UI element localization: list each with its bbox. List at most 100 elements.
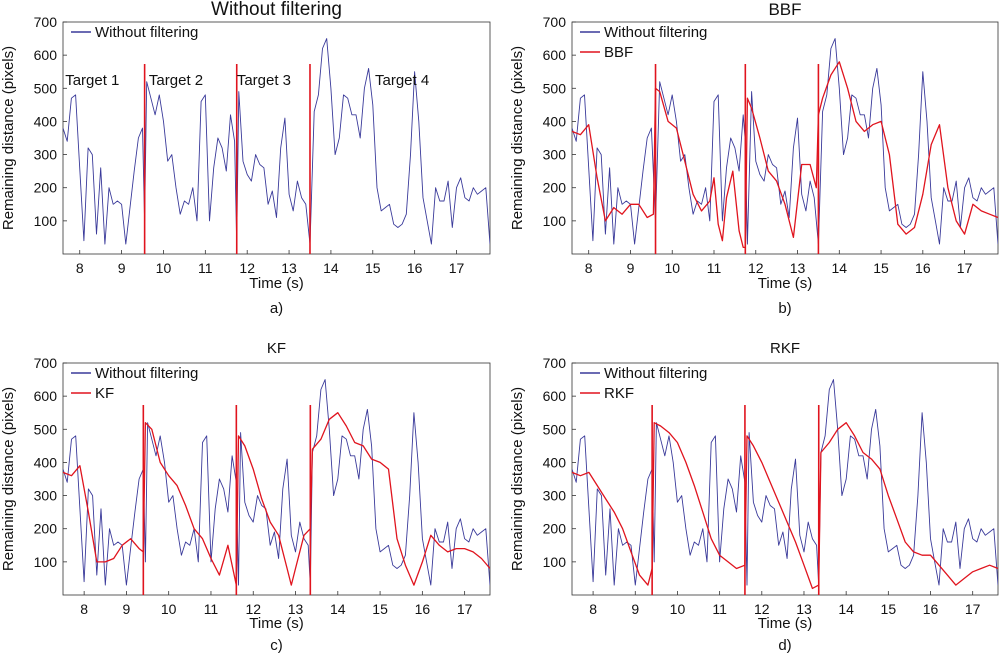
- x-tick-label: 16: [923, 601, 939, 617]
- y-tick-label: 200: [34, 180, 58, 196]
- y-tick-label: 700: [34, 355, 58, 371]
- x-tick-label: 8: [585, 260, 593, 276]
- x-tick-label: 11: [712, 601, 727, 617]
- chart-title: RKF: [770, 340, 800, 357]
- x-tick-label: 14: [838, 601, 854, 617]
- y-tick-label: 100: [34, 554, 58, 570]
- series-line-without-filtering: [63, 38, 490, 245]
- panel-caption: b): [778, 300, 791, 317]
- y-tick-label: 500: [34, 421, 58, 437]
- y-axis-label: Remaining distance (pixels): [0, 387, 17, 571]
- series-line-bbf: [572, 61, 998, 249]
- panel-caption: d): [778, 637, 791, 654]
- x-tick-label: 11: [707, 260, 722, 276]
- y-tick-label: 500: [543, 421, 567, 437]
- x-tick-label: 9: [627, 260, 635, 276]
- legend-entry: KF: [95, 385, 114, 402]
- y-tick-label: 700: [543, 355, 567, 371]
- plot-frame: [571, 362, 999, 596]
- x-tick-label: 14: [323, 260, 339, 276]
- x-tick-label: 14: [330, 601, 346, 617]
- x-tick-label: 12: [239, 260, 255, 276]
- y-tick-label: 300: [543, 147, 567, 163]
- chart-panel-4: 100 200 300 400 500 600 700 8 9 10 11 12 13 14 15 16 17 R…: [509, 340, 999, 654]
- x-tick-label: 17: [457, 601, 473, 617]
- x-tick-label: 13: [790, 260, 806, 276]
- legend-entry: Without filtering: [604, 365, 707, 382]
- x-tick-label: 8: [76, 260, 84, 276]
- y-tick-label: 400: [543, 454, 567, 470]
- x-axis-label: Time (s): [758, 615, 812, 632]
- x-tick-label: 16: [915, 260, 931, 276]
- series-line-without-filtering: [572, 379, 998, 586]
- chart-panel-3: 100 200 300 400 500 600 700 8 9 10 11 12 13 14 15 16 17 K…: [0, 340, 491, 654]
- chart-title: KF: [267, 340, 286, 357]
- x-tick-label: 10: [156, 260, 172, 276]
- x-tick-label: 9: [118, 260, 126, 276]
- panel-caption: c): [270, 637, 283, 654]
- x-tick-label: 11: [204, 601, 219, 617]
- target-label: Target 2: [149, 72, 203, 89]
- legend-entry: Without filtering: [604, 24, 707, 41]
- x-tick-label: 12: [754, 601, 770, 617]
- x-tick-label: 15: [372, 601, 388, 617]
- chart-panel-1: 100 200 300 400 500 600 700 8 9 10 11 12 13 14 15 16 17 W…: [0, 0, 491, 317]
- legend: Without filtering BBF: [580, 24, 707, 61]
- x-tick-label: 13: [288, 601, 304, 617]
- plot-area: [63, 38, 490, 254]
- y-tick-label: 300: [543, 488, 567, 504]
- x-tick-label: 17: [965, 601, 981, 617]
- x-tick-label: 16: [415, 601, 431, 617]
- x-tick-label: 16: [407, 260, 423, 276]
- y-tick-label: 300: [34, 147, 58, 163]
- y-axis-label: Remaining distance (pixels): [509, 387, 526, 571]
- target-label: Target 4: [375, 72, 429, 89]
- y-tick-label: 600: [34, 47, 58, 63]
- y-tick-label: 100: [543, 213, 567, 229]
- legend-entry: BBF: [604, 44, 633, 61]
- y-tick-label: 300: [34, 488, 58, 504]
- y-axis-label: Remaining distance (pixels): [509, 46, 526, 230]
- plot-frame: [571, 21, 999, 255]
- x-tick-label: 12: [245, 601, 261, 617]
- plot-frame: [62, 362, 491, 596]
- plot-area: [572, 379, 998, 595]
- x-tick-label: 12: [748, 260, 764, 276]
- x-tick-label: 17: [957, 260, 973, 276]
- x-tick-label: 13: [796, 601, 812, 617]
- y-tick-label: 400: [34, 113, 58, 129]
- y-axis-label: Remaining distance (pixels): [0, 46, 17, 230]
- x-tick-label: 8: [80, 601, 88, 617]
- x-tick-label: 11: [198, 260, 213, 276]
- y-tick-label: 200: [543, 180, 567, 196]
- x-tick-label: 13: [281, 260, 297, 276]
- x-tick-label: 10: [670, 601, 686, 617]
- y-tick-label: 100: [543, 554, 567, 570]
- y-tick-label: 500: [34, 80, 58, 96]
- chart-title: Without filtering: [211, 0, 342, 20]
- y-tick-label: 500: [543, 80, 567, 96]
- target-label: Target 1: [65, 72, 119, 89]
- x-tick-label: 15: [873, 260, 889, 276]
- series-line-rkf: [572, 422, 998, 590]
- y-tick-label: 100: [34, 213, 58, 229]
- y-tick-label: 700: [543, 14, 567, 30]
- x-tick-label: 15: [365, 260, 381, 276]
- legend-entry: Without filtering: [95, 365, 198, 382]
- y-tick-label: 700: [34, 14, 58, 30]
- legend-entry: RKF: [604, 385, 634, 402]
- legend-entry: Without filtering: [95, 24, 198, 41]
- x-tick-label: 8: [589, 601, 597, 617]
- plot-area: [572, 38, 998, 254]
- x-tick-label: 17: [449, 260, 465, 276]
- legend: Without filtering: [71, 24, 198, 41]
- x-axis-label: Time (s): [249, 615, 303, 632]
- panel-caption: a): [270, 300, 283, 317]
- x-tick-label: 10: [161, 601, 177, 617]
- chart-panel-2: 100 200 300 400 500 600 700 8 9 10 11 12 13 14 15 16 17 B…: [509, 0, 999, 317]
- x-tick-label: 9: [123, 601, 131, 617]
- x-tick-label: 9: [631, 601, 639, 617]
- x-tick-label: 14: [832, 260, 848, 276]
- target-label: Target 3: [237, 72, 291, 89]
